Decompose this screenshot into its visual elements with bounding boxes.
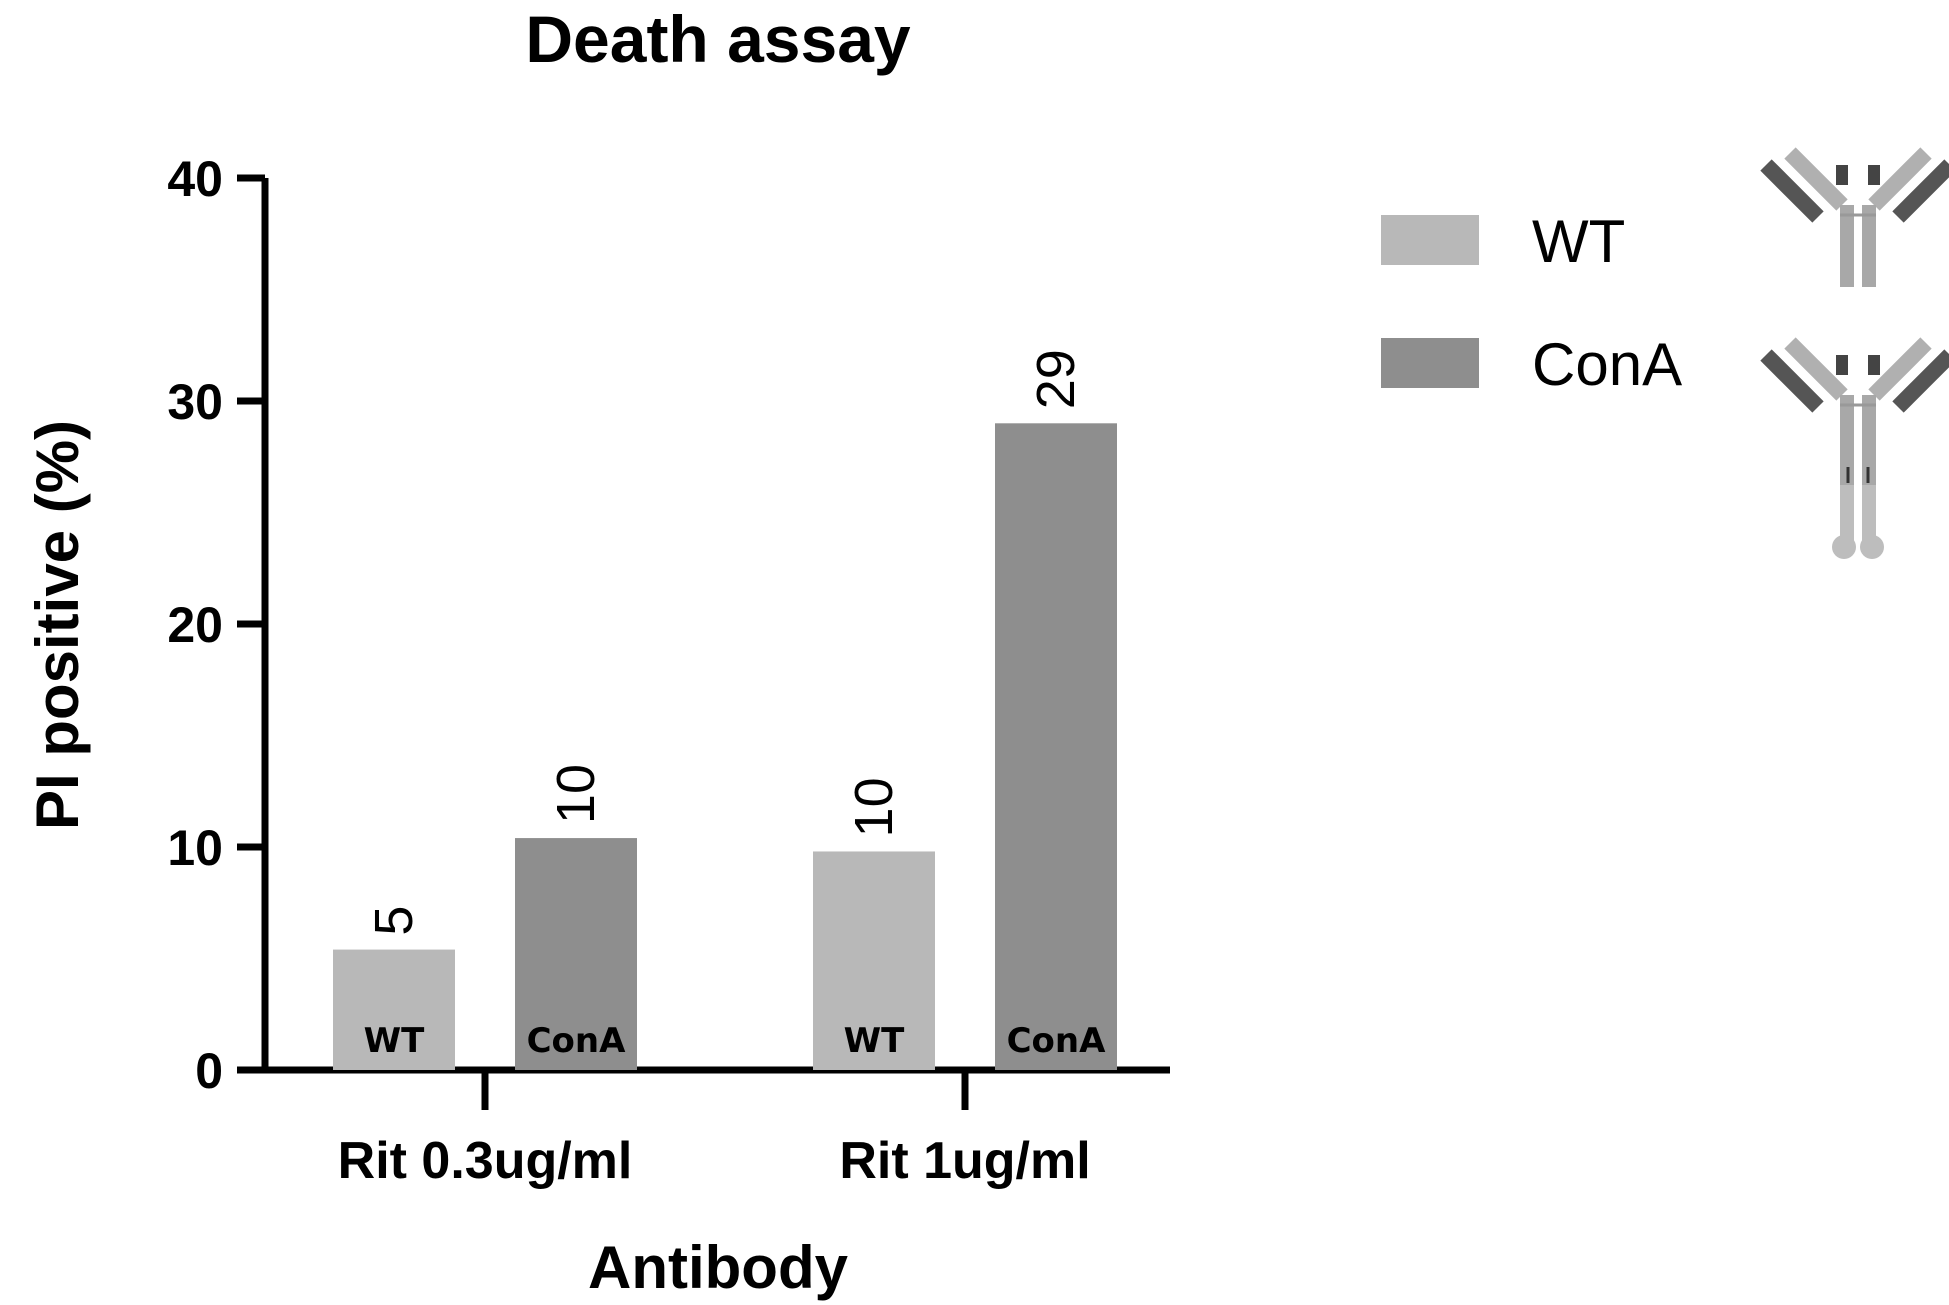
y-tick-label: 20 (167, 597, 223, 653)
y-tick-label: 10 (167, 820, 223, 876)
legend-label-wt: WT (1532, 208, 1625, 275)
bar-inner-label: ConA (527, 1021, 627, 1061)
y-tick-label: 40 (167, 151, 223, 207)
x-tick-label: Rit 0.3ug/ml (338, 1132, 633, 1190)
bar-inner-label: WT (844, 1021, 906, 1061)
bars (333, 423, 1117, 1070)
data-labels: WT 5 ConA 10 WT 10 ConA 29 (364, 349, 1106, 1061)
y-tick-label: 0 (195, 1043, 223, 1099)
antibody-wt-icon (1766, 153, 1949, 287)
bar-cona (995, 423, 1117, 1070)
legend-label-cona: ConA (1532, 331, 1682, 398)
data-label: 10 (844, 777, 904, 837)
bar-inner-label: ConA (1007, 1021, 1107, 1061)
legend-swatch-cona (1381, 338, 1479, 388)
x-axis-title: Antibody (588, 1234, 849, 1301)
chart-title: Death assay (525, 2, 911, 76)
y-axis-title: PI positive (%) (24, 420, 91, 830)
legend: WT ConA (1381, 153, 1949, 559)
x-tick-label: Rit 1ug/ml (839, 1132, 1090, 1190)
y-tick-label: 30 (167, 374, 223, 430)
data-label: 29 (1026, 349, 1086, 409)
antibody-cona-icon (1766, 343, 1949, 559)
bar-inner-label: WT (364, 1021, 426, 1061)
data-label: 5 (364, 906, 424, 936)
legend-swatch-wt (1381, 215, 1479, 265)
data-label: 10 (546, 764, 606, 824)
